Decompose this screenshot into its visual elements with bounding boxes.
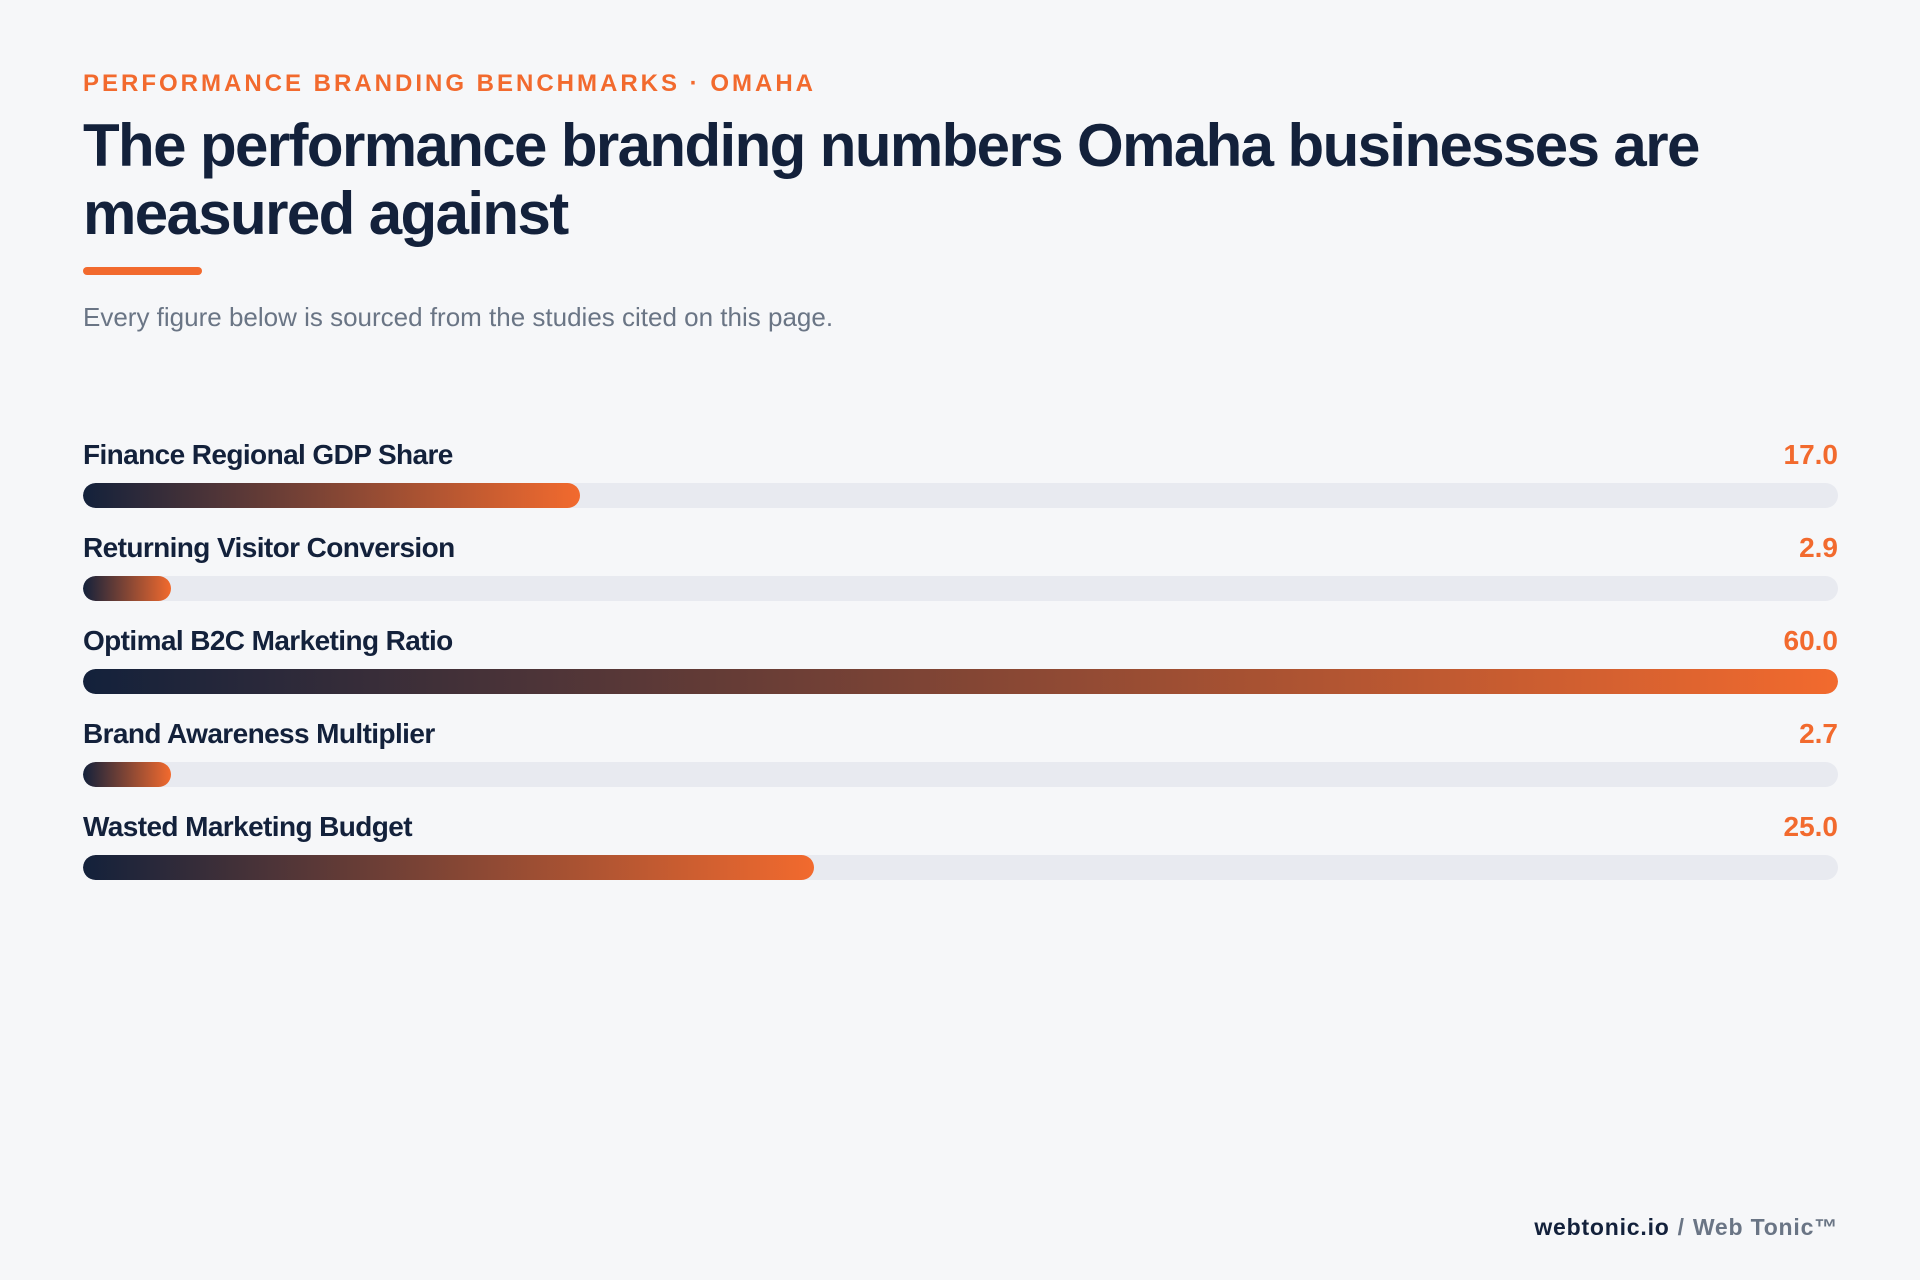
- bar-row: Returning Visitor Conversion 2.9: [83, 528, 1838, 621]
- bar-track: [83, 669, 1838, 694]
- eyebrow-label: PERFORMANCE BRANDING BENCHMARKS · OMAHA: [83, 70, 816, 97]
- bar-fill: [83, 762, 171, 787]
- bar-value-label: 17.0: [1783, 439, 1839, 470]
- bar-value-label: 2.9: [1799, 532, 1838, 563]
- bar-track: [83, 483, 1838, 508]
- bar-fill: [83, 483, 581, 508]
- footer-credit: webtonic.io / Web Tonic™: [1534, 1214, 1838, 1241]
- footer-domain: webtonic.io: [1534, 1214, 1670, 1240]
- bar-row: Optimal B2C Marketing Ratio 60.0: [83, 621, 1838, 714]
- bar-value-label: 60.0: [1783, 625, 1839, 656]
- bar-row: Wasted Marketing Budget 25.0: [83, 807, 1838, 900]
- bar-track: [83, 576, 1838, 601]
- footer-brand: Web Tonic™: [1692, 1214, 1838, 1240]
- page-title: The performance branding numbers Omaha b…: [83, 112, 1700, 247]
- bar-label: Brand Awareness Multiplier: [83, 718, 435, 749]
- bar-label: Optimal B2C Marketing Ratio: [83, 625, 453, 656]
- bar-fill: [83, 576, 171, 601]
- title-accent-line: [83, 267, 202, 275]
- page-subtitle: Every figure below is sourced from the s…: [83, 302, 834, 332]
- bar-track: [83, 762, 1838, 787]
- bar-label: Finance Regional GDP Share: [83, 439, 453, 470]
- bar-row: Finance Regional GDP Share 17.0: [83, 435, 1838, 528]
- bar-value-label: 2.7: [1799, 718, 1838, 749]
- bar-label: Returning Visitor Conversion: [83, 532, 455, 563]
- benchmark-bar-chart: Finance Regional GDP Share 17.0 Returning …: [83, 435, 1838, 900]
- bar-label: Wasted Marketing Budget: [83, 811, 413, 842]
- bar-track: [83, 855, 1838, 880]
- bar-fill: [83, 669, 1838, 694]
- bar-row: Brand Awareness Multiplier 2.7: [83, 714, 1838, 807]
- footer-separator: /: [1677, 1214, 1685, 1240]
- bar-fill: [83, 855, 815, 880]
- bar-value-label: 25.0: [1783, 811, 1839, 842]
